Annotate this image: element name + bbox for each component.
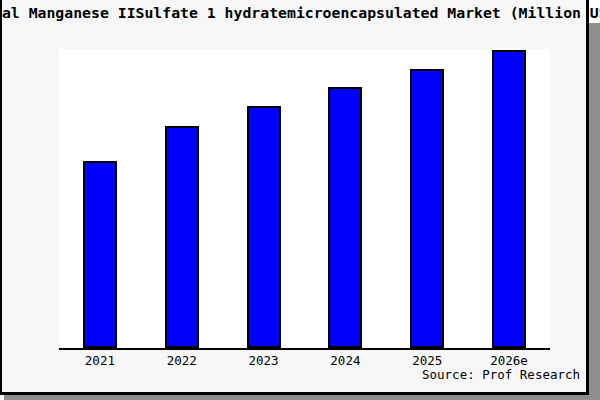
x-tick-label-2025: 2025 (387, 353, 467, 368)
source-credit: Source: Prof Research (422, 367, 580, 382)
bar-2025 (410, 69, 444, 348)
x-tick-label-2023: 2023 (224, 353, 304, 368)
x-tick-label-2026e: 2026e (469, 353, 549, 368)
x-tick-label-2024: 2024 (305, 353, 385, 368)
frame-border-left (0, 0, 2, 393)
bar-2021 (83, 161, 117, 348)
x-tick-label-2021: 2021 (60, 353, 140, 368)
chart-title: bal Manganese IISulfate 1 hydratemicroen… (0, 4, 600, 21)
bar-2024 (328, 87, 362, 348)
frame-shadow-right (589, 23, 600, 395)
plot-area (59, 49, 550, 348)
chart-page: 202120222023202420252026e bal Manganese … (0, 0, 600, 400)
frame-border-bottom (0, 392, 589, 395)
bar-2026e (492, 50, 526, 348)
x-tick-label-2022: 2022 (142, 353, 222, 368)
bar-2023 (247, 106, 281, 348)
bar-2022 (165, 126, 199, 348)
frame-border-right (586, 0, 589, 395)
x-axis-line (59, 348, 550, 350)
frame-shadow-bottom (4, 395, 600, 400)
